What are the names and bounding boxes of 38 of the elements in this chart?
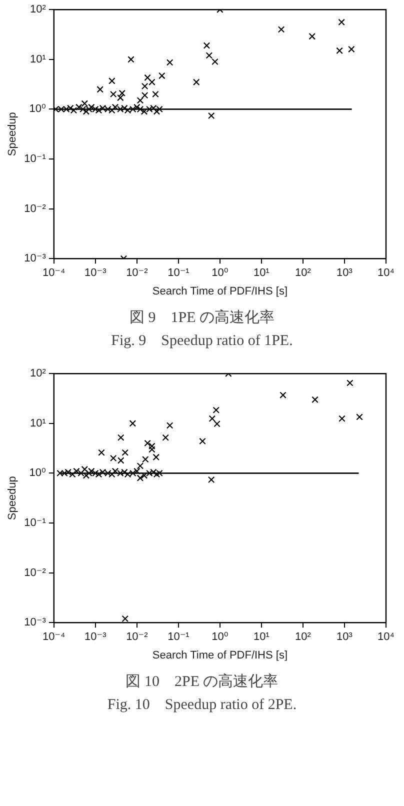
x-tick-label: 10⁻⁴: [42, 631, 66, 644]
x-tick-label: 10³: [336, 631, 353, 644]
x-tick-label: 10⁻¹: [168, 267, 190, 280]
x-tick-label: 10⁻⁴: [42, 267, 66, 280]
x-tick-label: 10⁻²: [126, 267, 148, 280]
y-tick-label: 10¹: [30, 53, 46, 66]
y-tick-label: 10⁻¹: [24, 517, 46, 530]
x-tick-label: 10⁴: [378, 631, 395, 644]
x-tick-label: 10¹: [254, 267, 270, 280]
y-tick-label: 10⁻²: [24, 202, 46, 215]
x-tick-label: 10⁻³: [84, 267, 107, 280]
y-tick-label: 10²: [30, 4, 46, 16]
x-tick-label: 10⁴: [378, 267, 395, 280]
y-tick-label: 10⁰: [29, 103, 46, 116]
text: Fig. 9 Speedup ratio of 1PE.: [110, 332, 294, 350]
x-tick-label: 10⁻¹: [168, 631, 190, 644]
y-tick-label: 10⁻²: [24, 566, 46, 579]
x-tick-label: 10⁻³: [84, 631, 107, 644]
text: Fig. 10 Speedup ratio of 2PE.: [106, 696, 298, 714]
x-tick-label: 10⁰: [212, 267, 229, 280]
y-tick-label: 10⁻³: [24, 616, 46, 629]
x-tick-label: 10³: [336, 267, 353, 280]
y-tick-label: 10⁻¹: [24, 153, 46, 166]
y-tick-label: 10⁻³: [24, 252, 46, 265]
text: 図 9 1PE の高速化率: [128, 308, 276, 327]
y-tick-label: 10⁰: [29, 467, 46, 480]
x-tick-label: 10⁰: [212, 631, 229, 644]
x-axis-title: Search Time of PDF/IHS [s]: [152, 649, 288, 662]
x-tick-label: 10¹: [254, 631, 270, 644]
y-tick-label: 10²: [30, 368, 46, 380]
x-tick-label: 10²: [295, 267, 312, 280]
x-tick-label: 10⁻²: [126, 631, 148, 644]
x-tick-label: 10²: [295, 631, 312, 644]
y-axis-title: Speedup: [6, 476, 19, 520]
y-tick-label: 10¹: [30, 417, 46, 430]
y-axis-title: Speedup: [6, 112, 19, 156]
text: 図 10 2PE の高速化率: [124, 672, 280, 691]
x-axis-title: Search Time of PDF/IHS [s]: [152, 285, 288, 298]
